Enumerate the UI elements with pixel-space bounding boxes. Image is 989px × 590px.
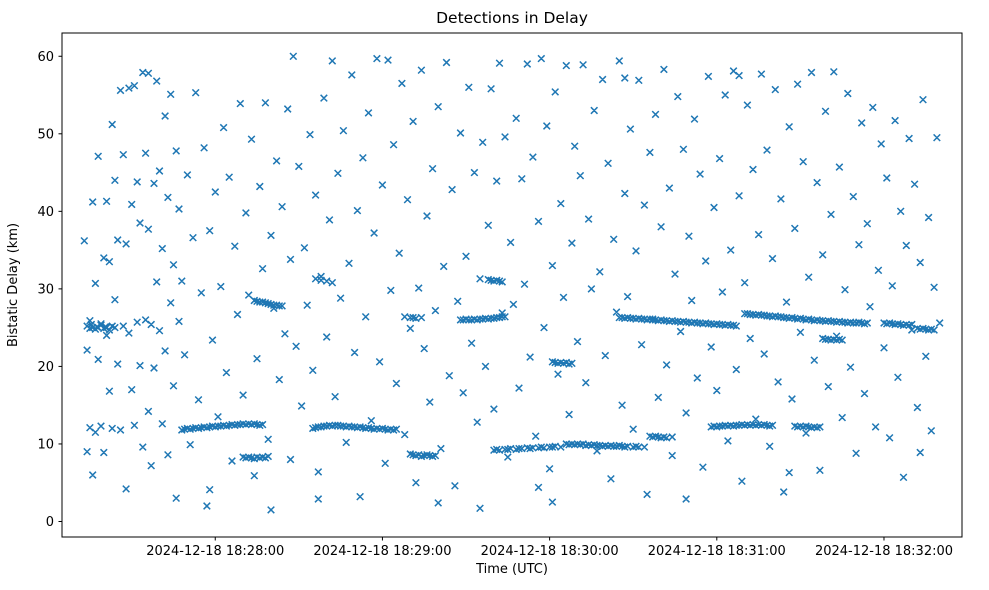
y-tick-label: 10: [37, 437, 54, 452]
y-tick-label: 40: [37, 205, 54, 220]
chart-title: Detections in Delay: [436, 9, 588, 27]
y-tick-label: 50: [37, 127, 54, 142]
x-tick-label: 2024-12-18 18:31:00: [648, 544, 786, 559]
y-axis-label: Bistatic Delay (km): [6, 223, 21, 347]
x-axis-label: Time (UTC): [475, 562, 548, 577]
x-axis-ticks: 2024-12-18 18:28:00 2024-12-18 18:29:00 20…: [146, 537, 953, 559]
x-tick-label: 2024-12-18 18:32:00: [815, 544, 953, 559]
y-axis-ticks: 0 10 20 30 40 50 60: [37, 50, 62, 530]
x-tick-label: 2024-12-18 18:29:00: [313, 544, 451, 559]
data-markers: [80, 52, 944, 514]
y-tick-label: 20: [37, 360, 54, 375]
plot-frame: [61, 32, 963, 538]
y-tick-label: 60: [37, 50, 54, 65]
x-tick-label: 2024-12-18 18:30:00: [481, 544, 619, 559]
y-tick-label: 30: [37, 282, 54, 297]
scatter-series-detections: [80, 52, 944, 514]
x-tick-label: 2024-12-18 18:28:00: [146, 544, 284, 559]
y-tick-label: 0: [46, 515, 54, 530]
